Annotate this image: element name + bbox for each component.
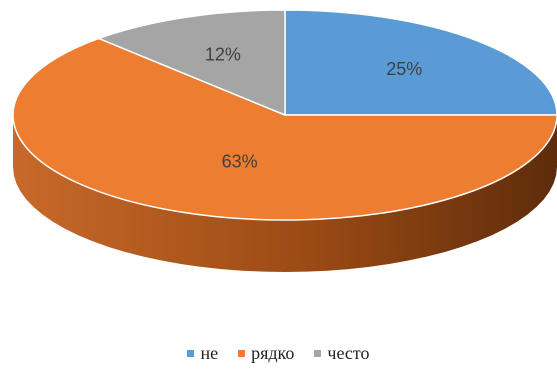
- legend-item-2: често: [314, 342, 370, 364]
- legend-swatch-1: [238, 349, 246, 357]
- data-label-1: 63%: [222, 151, 258, 171]
- legend-swatch-2: [314, 349, 322, 357]
- pie-sides: [13, 115, 557, 272]
- legend-item-0: не: [187, 343, 218, 364]
- pie-chart: 25% 63% 12%: [12, 9, 557, 272]
- pie-slice-2: [98, 9, 286, 116]
- legend-label-2: често: [327, 342, 370, 363]
- pie-data-labels: 25% 63% 12%: [205, 44, 422, 171]
- legend-item-1: рядко: [238, 343, 294, 364]
- legend: не рядко често: [0, 340, 557, 366]
- data-label-0: 25%: [386, 59, 422, 79]
- pie-side-1: [13, 115, 557, 272]
- pie-slice-0: [284, 9, 557, 116]
- legend-swatch-0: [187, 349, 195, 357]
- legend-label-1: рядко: [251, 342, 295, 363]
- pie-slice-1: [12, 37, 557, 221]
- data-label-2: 12%: [205, 44, 241, 64]
- legend-label-0: не: [200, 342, 219, 363]
- pie-slices: [12, 9, 557, 221]
